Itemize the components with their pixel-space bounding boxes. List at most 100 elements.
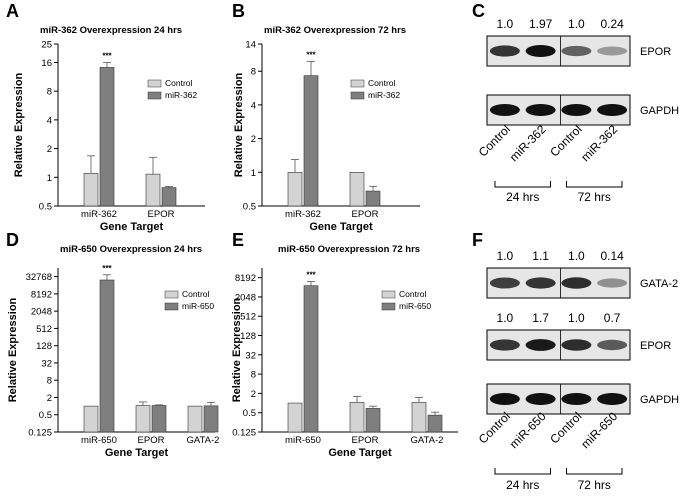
- legend-label: miR-362: [368, 90, 400, 100]
- y-tick-label: 0.125: [232, 428, 256, 439]
- lane-label: miR-650: [578, 409, 620, 451]
- blot-band: [561, 339, 592, 351]
- y-tick-label: 128: [240, 331, 256, 342]
- y-tick-label: 2: [251, 389, 256, 400]
- blot-row-label: EPOR: [640, 46, 671, 58]
- time-bracket: [566, 181, 623, 188]
- panel-label-a: A: [6, 1, 19, 21]
- y-tick-label: 8192: [31, 289, 52, 300]
- legend-label: Control: [399, 289, 427, 299]
- y-tick-label: 512: [240, 312, 256, 323]
- y-tick-label: 25: [41, 40, 52, 51]
- time-label: 72 hrs: [578, 478, 611, 492]
- legend-swatch: [147, 79, 162, 88]
- significance-marker: ***: [102, 51, 112, 60]
- blot-band: [597, 278, 628, 288]
- densitometry-value: 0.14: [600, 249, 624, 263]
- bar: [135, 405, 151, 433]
- densitometry-value: 1.0: [568, 17, 585, 31]
- y-tick-label: 32: [41, 358, 52, 369]
- significance-marker: ***: [102, 264, 112, 273]
- legend-label: Control: [165, 78, 193, 88]
- panel-label-c: C: [472, 1, 485, 21]
- lane-label: miR-362: [578, 122, 620, 164]
- y-tick-label: 2: [251, 134, 256, 145]
- bar: [303, 75, 319, 207]
- significance-marker: ***: [306, 50, 316, 59]
- time-bracket: [494, 181, 551, 188]
- chart-title: miR-362 Overexpression 72 hrs: [264, 25, 406, 36]
- legend-label: Control: [182, 289, 210, 299]
- bar: [203, 405, 219, 433]
- blot-band: [489, 45, 520, 57]
- chart-a: miR-362 Overexpression 24 hrs 0.5 1 2 4 8 16 25…: [13, 25, 205, 233]
- chart-title: miR-650 Overexpression 24 hrs: [60, 244, 202, 255]
- x-tick-label: miR-362: [81, 209, 117, 220]
- y-tick-label: 32: [245, 350, 256, 361]
- blot-row-label: EPOR: [640, 340, 671, 352]
- densitometry-value: 1.1: [532, 249, 549, 263]
- y-tick-label: 2048: [235, 292, 256, 303]
- panel-label-f: F: [472, 230, 483, 250]
- densitometry-value: 0.24: [600, 17, 624, 31]
- y-tick-label: 14: [245, 40, 256, 51]
- blot-band: [525, 339, 556, 351]
- y-tick-label: 8192: [235, 273, 256, 284]
- chart-d: miR-650 Overexpression 24 hrs 0.125 0.5 2 8 3…: [7, 244, 219, 459]
- legend-swatch: [381, 290, 396, 299]
- densitometry-value: 0.7: [604, 311, 621, 325]
- significance-marker: ***: [306, 271, 316, 280]
- densitometry-value: 1.0: [497, 17, 514, 31]
- y-axis-label: Relative Expression: [231, 297, 243, 402]
- blot-band: [525, 104, 556, 116]
- bar: [161, 187, 177, 207]
- legend-label: miR-650: [399, 301, 431, 311]
- y-tick-label: 0.5: [243, 408, 256, 419]
- y-tick-label: 2048: [31, 307, 52, 318]
- y-tick-label: 8: [47, 87, 52, 98]
- bar: [349, 402, 365, 433]
- blot-row-gapdh: GAPDH: [486, 94, 679, 126]
- blot-row-gapdh: GAPDH: [486, 383, 679, 415]
- densitometry-value: 1.0: [568, 249, 585, 263]
- blot-band: [525, 277, 556, 289]
- x-tick-label: GATA-2: [187, 435, 220, 446]
- bar: [187, 405, 203, 433]
- y-axis-label: Relative Expression: [13, 72, 25, 177]
- bar: [303, 285, 319, 433]
- y-tick-label: 0.125: [28, 428, 52, 439]
- x-tick-label: GATA-2: [411, 435, 444, 446]
- legend-swatch: [164, 290, 179, 299]
- blot-band: [489, 104, 520, 116]
- x-axis-label: Gene Target: [100, 221, 164, 233]
- legend-swatch: [164, 302, 179, 311]
- panel-label-d: D: [6, 230, 19, 250]
- x-tick-label: EPOR: [138, 435, 165, 446]
- bar: [287, 402, 303, 433]
- x-tick-label: EPOR: [352, 209, 379, 220]
- blot-row-epor: EPOR 1.0 1.7 1.0 0.7: [486, 311, 671, 361]
- chart-b: miR-362 Overexpression 72 hrs 0.5 1 2 4 8 14 Re…: [233, 25, 420, 233]
- y-tick-label: 32768: [26, 272, 52, 283]
- bar: [83, 173, 99, 207]
- densitometry-value: 1.0: [568, 311, 585, 325]
- blot-band: [525, 393, 556, 405]
- blot-band: [489, 339, 520, 351]
- y-tick-label: 16: [41, 58, 52, 69]
- x-tick-label: miR-650: [285, 435, 321, 446]
- legend-label: miR-362: [165, 90, 197, 100]
- panel-label-b: B: [232, 1, 245, 21]
- time-bracket: [566, 468, 623, 475]
- blot-band: [561, 393, 592, 405]
- bar: [99, 67, 115, 207]
- y-tick-label: 0.5: [39, 202, 52, 213]
- y-tick-label: 4: [251, 100, 256, 111]
- y-axis-label: Relative Expression: [7, 297, 19, 402]
- time-label: 72 hrs: [578, 190, 611, 204]
- legend-swatch: [350, 91, 365, 100]
- y-axis-label: Relative Expression: [233, 72, 245, 177]
- lane-label: miR-650: [507, 409, 549, 451]
- blot-row-label: GATA-2: [640, 278, 678, 290]
- bar: [349, 172, 365, 207]
